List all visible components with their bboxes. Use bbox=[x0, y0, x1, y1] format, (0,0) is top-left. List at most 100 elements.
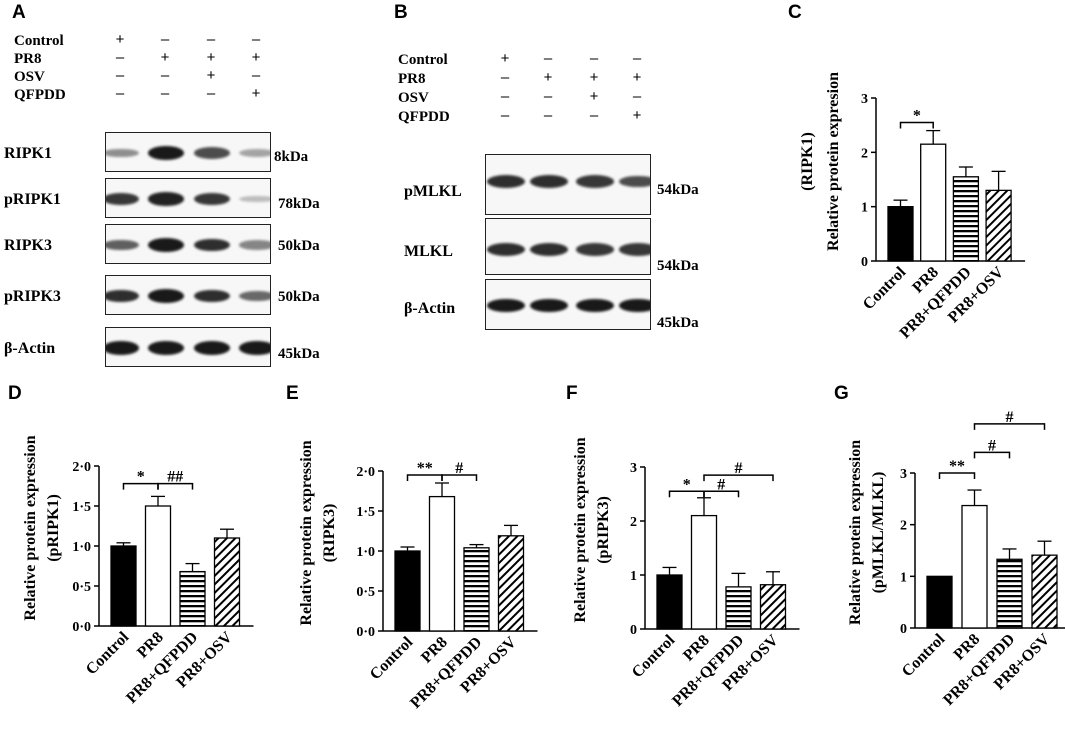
bar bbox=[690, 514, 718, 630]
y-tick-label: 0·5 bbox=[72, 580, 91, 595]
blot-label-pripk1: pRIPK1 bbox=[4, 191, 61, 208]
y-tick-label: 2 bbox=[630, 515, 637, 530]
treatment-sign: – bbox=[206, 85, 216, 102]
blot-band bbox=[530, 243, 568, 256]
category-label: Control bbox=[860, 263, 910, 313]
significance-marker: # bbox=[717, 476, 725, 493]
condition-label-control: Control bbox=[14, 33, 64, 49]
blot-label-ripk1: RIPK1 bbox=[4, 145, 52, 162]
blot-band bbox=[530, 298, 568, 313]
blot-band bbox=[487, 175, 525, 188]
y-axis-label-2: (pMLKL/MLKL) bbox=[870, 472, 887, 594]
treatment-sign: – bbox=[543, 107, 553, 124]
y-tick-label: 3 bbox=[630, 461, 637, 476]
blot-band bbox=[576, 298, 614, 313]
blot-band bbox=[194, 289, 230, 303]
significance-marker: # bbox=[735, 460, 743, 477]
y-tick-label: 2·0 bbox=[356, 465, 375, 480]
blot-band bbox=[619, 175, 650, 188]
y-tick-label: 0·5 bbox=[356, 585, 375, 600]
bar bbox=[926, 575, 953, 629]
significance-bracket bbox=[441, 474, 478, 481]
significance-bracket bbox=[703, 490, 740, 498]
treatment-sign: – bbox=[160, 67, 170, 84]
bar bbox=[463, 547, 490, 632]
panel-letter-f: F bbox=[566, 383, 578, 404]
treatment-sign: + bbox=[543, 69, 553, 86]
significance-bracket bbox=[973, 451, 1011, 459]
blot-band bbox=[239, 240, 270, 250]
treatment-sign: – bbox=[632, 88, 642, 105]
treatment-sign: – bbox=[500, 69, 510, 86]
treatment-sign: + bbox=[115, 31, 125, 48]
molecular-weight-label: 54kDa bbox=[657, 258, 699, 274]
molecular-weight-label: 45kDa bbox=[657, 315, 699, 331]
y-axis-label-2: (RIPK1) bbox=[799, 132, 816, 191]
blot-band bbox=[194, 192, 230, 206]
bar bbox=[952, 176, 980, 262]
blot-band bbox=[194, 238, 230, 252]
blot-band bbox=[148, 341, 184, 355]
blot-membrane bbox=[105, 275, 271, 315]
y-tick-label: 1·5 bbox=[72, 500, 91, 515]
bar bbox=[887, 206, 914, 262]
blot-band bbox=[487, 298, 525, 313]
treatment-sign: + bbox=[632, 69, 642, 86]
treatment-sign: – bbox=[115, 85, 125, 102]
y-axis-label: Relative protein expresion bbox=[825, 72, 842, 251]
y-tick-label: 3 bbox=[900, 467, 907, 482]
y-axis-label: Relative protein expression bbox=[572, 437, 589, 622]
y-tick-label: 2·0 bbox=[72, 460, 91, 475]
treatment-sign: – bbox=[115, 49, 125, 66]
blot-label-actin: β-Actin bbox=[404, 300, 456, 317]
y-axis-label-2: (RIPK3) bbox=[321, 504, 338, 563]
significance-bracket bbox=[157, 482, 194, 490]
y-axis-label: Relative protein expression bbox=[298, 440, 315, 625]
condition-label-control: Control bbox=[398, 52, 448, 68]
y-tick-label: 1·0 bbox=[356, 545, 375, 560]
panel-letter-g: G bbox=[834, 383, 849, 404]
treatment-sign: – bbox=[589, 107, 599, 124]
blot-band bbox=[106, 148, 139, 158]
significance-marker: # bbox=[455, 460, 463, 477]
blot-membrane bbox=[485, 218, 651, 275]
condition-label-pr8: PR8 bbox=[398, 71, 426, 87]
blot-band bbox=[530, 175, 568, 188]
panel-letter-d: D bbox=[8, 383, 22, 404]
y-tick-label: 3 bbox=[861, 92, 868, 107]
treatment-sign: – bbox=[160, 31, 170, 48]
treatment-sign: + bbox=[500, 50, 510, 67]
y-axis-label: Relative protein expression bbox=[847, 440, 864, 625]
y-axis-label-2: (pRIPK3) bbox=[595, 496, 612, 564]
blot-membrane bbox=[105, 132, 271, 172]
treatment-sign: + bbox=[589, 88, 599, 105]
bar-chart-f: 0 1 2 3 Relative protein expression (pRIPK3) C… bbox=[572, 437, 800, 710]
significance-marker: ## bbox=[167, 469, 183, 486]
significance-marker: ** bbox=[417, 460, 433, 477]
molecular-weight-label: 54kDa bbox=[657, 182, 699, 198]
molecular-weight-label: 50kDa bbox=[278, 289, 320, 305]
treatment-sign: + bbox=[251, 49, 261, 66]
treatment-sign: + bbox=[206, 49, 216, 66]
panel-letter-e: E bbox=[286, 383, 299, 404]
treatment-sign: – bbox=[500, 107, 510, 124]
treatment-sign: – bbox=[500, 88, 510, 105]
blot-membrane bbox=[105, 224, 271, 264]
y-tick-label: 0·0 bbox=[72, 620, 91, 635]
bar-chart-d: 0·0 0·5 1·0 1·5 2·0 Relative protein expressi… bbox=[22, 435, 254, 707]
blot-label-mlkl: MLKL bbox=[404, 243, 453, 260]
significance-marker: * bbox=[683, 476, 691, 493]
treatment-sign: + bbox=[632, 107, 642, 124]
category-label: Control bbox=[83, 628, 133, 678]
bar-chart-e: 0·0 0·5 1·0 1·5 2·0 Relative protein expressi… bbox=[298, 440, 538, 712]
significance-marker: ** bbox=[949, 458, 965, 475]
blot-band bbox=[148, 146, 184, 160]
blot-band bbox=[239, 290, 270, 302]
condition-label-qfpdd: QFPDD bbox=[398, 109, 450, 125]
bar bbox=[725, 586, 752, 630]
bar bbox=[985, 189, 1012, 262]
bar bbox=[144, 505, 172, 627]
blot-label-pripk3: pRIPK3 bbox=[4, 288, 61, 305]
treatment-sign: – bbox=[589, 50, 599, 67]
bar bbox=[759, 584, 787, 630]
